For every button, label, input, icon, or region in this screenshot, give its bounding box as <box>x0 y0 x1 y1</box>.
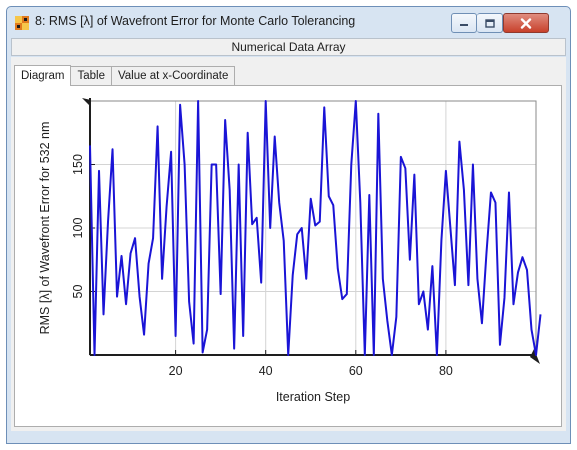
x-tick-label: 60 <box>349 364 363 378</box>
x-tick-label: 80 <box>439 364 453 378</box>
y-tick-label: 100 <box>71 218 85 239</box>
y-axis-label: RMS [λ] of Wavefront Error for 532 nm <box>38 122 52 335</box>
minimize-button[interactable] <box>451 13 477 33</box>
y-tick-label: 150 <box>71 154 85 175</box>
diagram-panel: 20 40 60 80 50 100 150 Iteration Step RMS [λ] … <box>14 85 562 427</box>
axes <box>82 98 540 364</box>
app-icon <box>15 16 29 30</box>
x-tick-label: 40 <box>259 364 273 378</box>
minimize-icon <box>460 24 468 26</box>
close-button[interactable] <box>503 13 549 33</box>
window-title: 8: RMS [λ] of Wavefront Error for Monte … <box>35 14 356 28</box>
maximize-icon <box>484 18 495 28</box>
line-chart: 20 40 60 80 50 100 150 Iteration Step RMS [λ] … <box>38 98 542 404</box>
x-tick-label: 20 <box>169 364 183 378</box>
tab-bar: Diagram Table Value at x-Coordinate <box>14 65 236 86</box>
x-axis-arrow <box>530 349 540 364</box>
tick-labels: 20 40 60 80 50 100 150 <box>71 154 453 378</box>
subheader: Numerical Data Array <box>11 38 566 56</box>
y-axis-arrow <box>82 98 91 106</box>
close-icon <box>520 17 532 29</box>
series-line <box>89 100 542 356</box>
y-tick-label: 50 <box>71 285 85 299</box>
title-bar[interactable]: 8: RMS [λ] of Wavefront Error for Monte … <box>7 7 570 37</box>
maximize-button[interactable] <box>477 13 503 33</box>
tab-table[interactable]: Table <box>70 66 112 85</box>
tab-value-at-x-coordinate[interactable]: Value at x-Coordinate <box>110 66 236 85</box>
tab-control: Diagram Table Value at x-Coordinate 20 40… <box>11 57 566 431</box>
x-axis-label: Iteration Step <box>276 390 350 404</box>
tab-diagram[interactable]: Diagram <box>14 65 72 86</box>
app-window: 8: RMS [λ] of Wavefront Error for Monte … <box>6 6 571 444</box>
